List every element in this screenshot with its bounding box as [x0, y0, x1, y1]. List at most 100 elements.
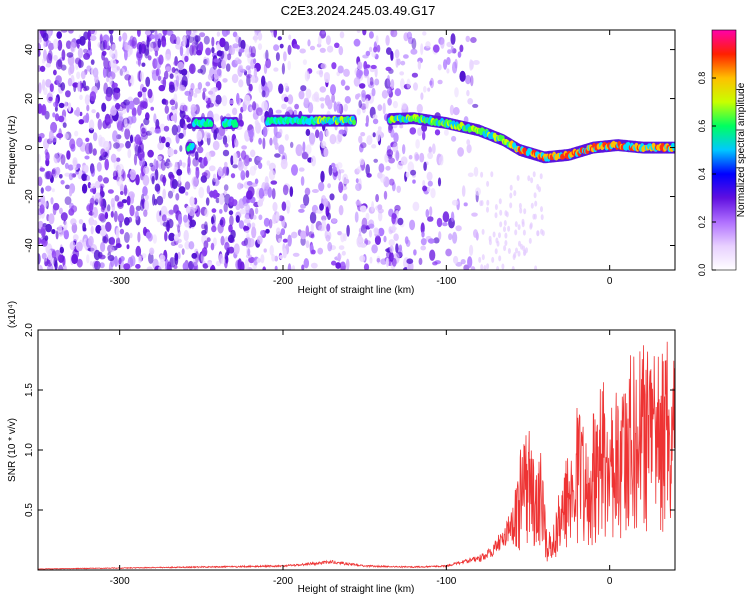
- noise-blob: [319, 86, 327, 93]
- noise-blob: [466, 144, 472, 154]
- noise-blob: [395, 150, 400, 162]
- noise-blob: [341, 250, 346, 256]
- noise-blob: [269, 137, 273, 146]
- noise-blob: [208, 90, 214, 95]
- noise-blob: [178, 244, 183, 249]
- noise-blob: [158, 54, 164, 65]
- noise-blob: [369, 256, 373, 264]
- noise-blob: [386, 74, 391, 87]
- noise-blob: [197, 82, 203, 90]
- noise-blob: [317, 247, 324, 255]
- noise-blob: [262, 266, 266, 270]
- noise-blob: [90, 163, 95, 174]
- noise-blob: [239, 209, 247, 215]
- noise-blob: [399, 71, 405, 76]
- noise-blob: [513, 190, 517, 197]
- noise-blob: [173, 234, 179, 242]
- noise-blob: [530, 177, 534, 184]
- noise-blob: [319, 130, 324, 142]
- noise-blob: [515, 247, 518, 254]
- noise-blob: [384, 153, 389, 163]
- noise-blob: [257, 43, 263, 51]
- noise-blob: [52, 112, 56, 118]
- noise-blob: [427, 186, 431, 192]
- noise-blob: [244, 238, 248, 246]
- noise-blob: [273, 67, 279, 72]
- noise-blob: [178, 132, 184, 139]
- noise-blob: [98, 134, 103, 147]
- noise-blob: [466, 89, 470, 97]
- noise-blob: [65, 40, 72, 49]
- noise-blob: [374, 235, 381, 245]
- noise-blob: [84, 155, 90, 160]
- noise-blob: [181, 248, 185, 256]
- noise-blob: [232, 164, 239, 169]
- noise-blob: [370, 64, 377, 70]
- noise-blob: [193, 197, 198, 205]
- noise-blob: [274, 153, 281, 158]
- noise-blob: [304, 187, 311, 196]
- noise-blob: [517, 250, 521, 257]
- noise-blob: [264, 182, 270, 190]
- noise-blob: [56, 133, 64, 139]
- noise-blob: [39, 65, 46, 72]
- noise-blob: [39, 167, 45, 172]
- noise-blob: [196, 49, 203, 56]
- noise-blob: [175, 36, 181, 45]
- noise-blob: [358, 135, 363, 144]
- noise-blob: [81, 165, 89, 172]
- noise-blob: [278, 144, 285, 155]
- noise-blob: [427, 152, 433, 160]
- noise-blob: [470, 266, 476, 270]
- noise-blob: [213, 129, 218, 141]
- noise-blob: [236, 92, 240, 105]
- noise-blob: [371, 87, 376, 97]
- noise-blob: [125, 140, 131, 149]
- noise-blob: [420, 43, 424, 56]
- noise-blob: [507, 248, 511, 254]
- noise-blob: [248, 129, 254, 139]
- noise-blob: [151, 175, 155, 185]
- noise-blob: [144, 194, 149, 201]
- noise-blob: [110, 211, 114, 218]
- noise-blob: [108, 30, 114, 35]
- noise-blob: [124, 128, 131, 140]
- noise-blob: [197, 146, 204, 154]
- noise-blob: [469, 60, 474, 70]
- noise-blob: [102, 67, 107, 78]
- noise-blob: [121, 199, 128, 204]
- noise-blob: [534, 200, 538, 207]
- noise-blob: [80, 70, 86, 80]
- noise-blob: [509, 184, 513, 191]
- noise-blob: [78, 219, 84, 225]
- noise-blob: [360, 142, 367, 149]
- noise-blob: [141, 62, 146, 67]
- noise-blob: [51, 188, 55, 193]
- noise-blob: [291, 265, 296, 270]
- noise-blob: [157, 75, 161, 82]
- noise-blob: [368, 229, 373, 238]
- noise-blob: [383, 235, 387, 243]
- noise-blob: [446, 68, 450, 74]
- noise-blob: [392, 100, 398, 109]
- noise-blob: [490, 171, 494, 178]
- noise-blob: [44, 235, 49, 241]
- noise-blob: [311, 189, 319, 193]
- noise-blob: [302, 141, 306, 153]
- x-tick-label: -100: [436, 276, 456, 287]
- noise-blob: [365, 164, 371, 176]
- noise-blob: [169, 99, 176, 106]
- noise-blob: [437, 177, 442, 187]
- noise-blob: [38, 50, 41, 57]
- noise-blob: [319, 97, 326, 102]
- noise-blob: [457, 147, 464, 157]
- noise-blob: [377, 129, 382, 135]
- noise-blob: [337, 252, 341, 262]
- noise-blob: [205, 57, 210, 66]
- noise-blob: [228, 224, 233, 233]
- noise-blob: [38, 154, 41, 163]
- noise-blob: [141, 157, 146, 166]
- noise-blob: [252, 214, 257, 220]
- noise-blob: [433, 237, 440, 244]
- noise-blob: [355, 178, 359, 184]
